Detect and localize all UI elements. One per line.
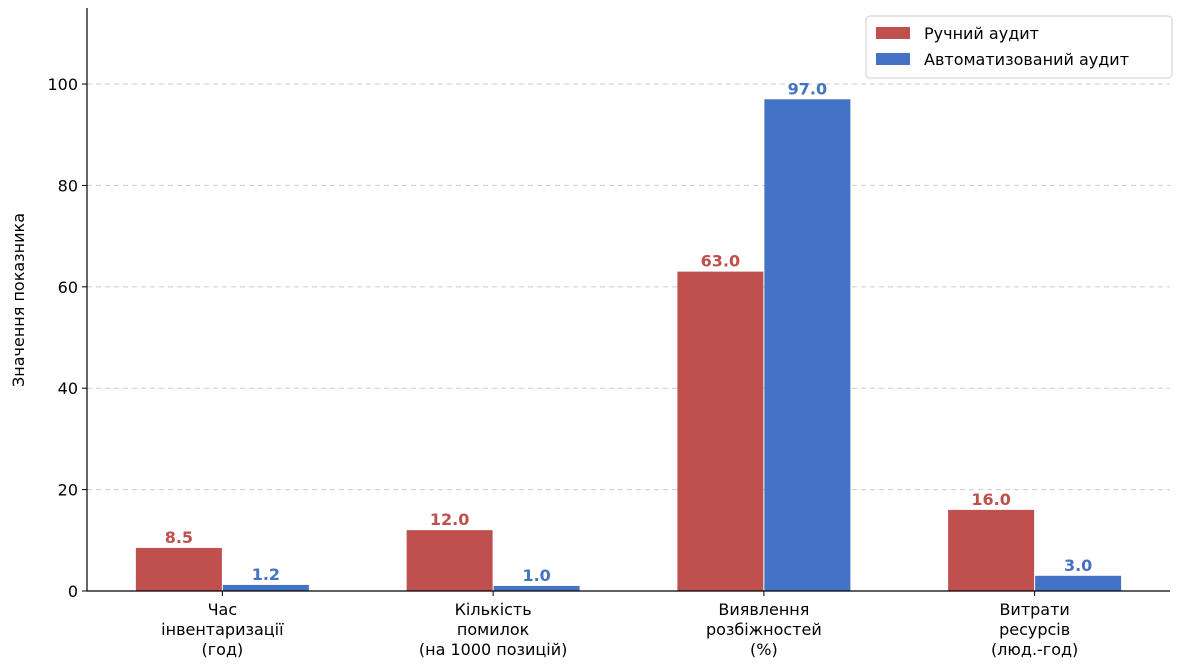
bar: [677, 271, 764, 591]
x-tick-label-line: (год): [202, 640, 244, 659]
x-tick-label-line: (люд.-год): [991, 640, 1078, 659]
data-label: 12.0: [430, 510, 469, 529]
legend-frame: [865, 15, 1173, 79]
data-label: 3.0: [1064, 556, 1092, 575]
y-tick-label: 0: [68, 582, 78, 601]
x-tick-label-line: Витрати: [999, 600, 1069, 619]
x-tick-label-line: Час: [208, 600, 238, 619]
data-label: 97.0: [788, 79, 827, 98]
x-tick-label-line: інвентаризації: [161, 620, 284, 639]
y-tick-label: 40: [58, 379, 78, 398]
bar: [406, 530, 493, 591]
legend-swatch: [876, 53, 910, 65]
y-tick-label: 80: [58, 176, 78, 195]
data-label: 1.2: [252, 565, 280, 584]
x-tick-label-line: помилок: [457, 620, 530, 639]
grid-layer: [87, 83, 1170, 491]
bar: [493, 585, 580, 591]
data-label: 8.5: [165, 528, 193, 547]
legend-label: Ручний аудит: [924, 24, 1039, 43]
x-tick-label: Кількість помилок (на 1000 позицій): [419, 600, 568, 659]
bar: [1035, 575, 1122, 591]
data-label: 1.0: [522, 566, 550, 585]
data-label: 63.0: [701, 252, 740, 271]
x-tick-label-line: розбіжностей: [706, 620, 822, 639]
x-tick-label-line: (на 1000 позицій): [419, 640, 568, 659]
x-tick-label: Час інвентаризації (год): [161, 600, 284, 659]
bar: [222, 584, 309, 591]
x-tick-label-line: (%): [750, 640, 778, 659]
x-tick-label: Витрати ресурсів (люд.-год): [991, 600, 1078, 659]
legend: Ручний аудит Автоматизований аудит: [865, 15, 1173, 79]
x-tick-label-line: ресурсів: [999, 620, 1070, 639]
bars-layer: 8.5 1.2 12.0 1.0 63.0 97.0 16.0 3.0: [135, 79, 1122, 592]
x-tick-label-line: Виявлення: [718, 600, 809, 619]
axes-layer: 0 20 40 60 80 100 Час інвентаризації (год) Кількі…: [47, 8, 1170, 659]
x-tick-label: Виявлення розбіжностей (%): [706, 600, 822, 659]
bar: [135, 547, 222, 591]
y-axis-label: Значення показника: [9, 213, 28, 387]
y-tick-label: 100: [47, 75, 78, 94]
bar: [948, 509, 1035, 591]
data-label: 16.0: [971, 490, 1010, 509]
y-tick-label: 60: [58, 278, 78, 297]
bar: [764, 99, 851, 592]
legend-label: Автоматизований аудит: [924, 50, 1129, 69]
legend-swatch: [876, 27, 910, 39]
y-tick-label: 20: [58, 481, 78, 500]
x-tick-label-line: Кількість: [455, 600, 532, 619]
